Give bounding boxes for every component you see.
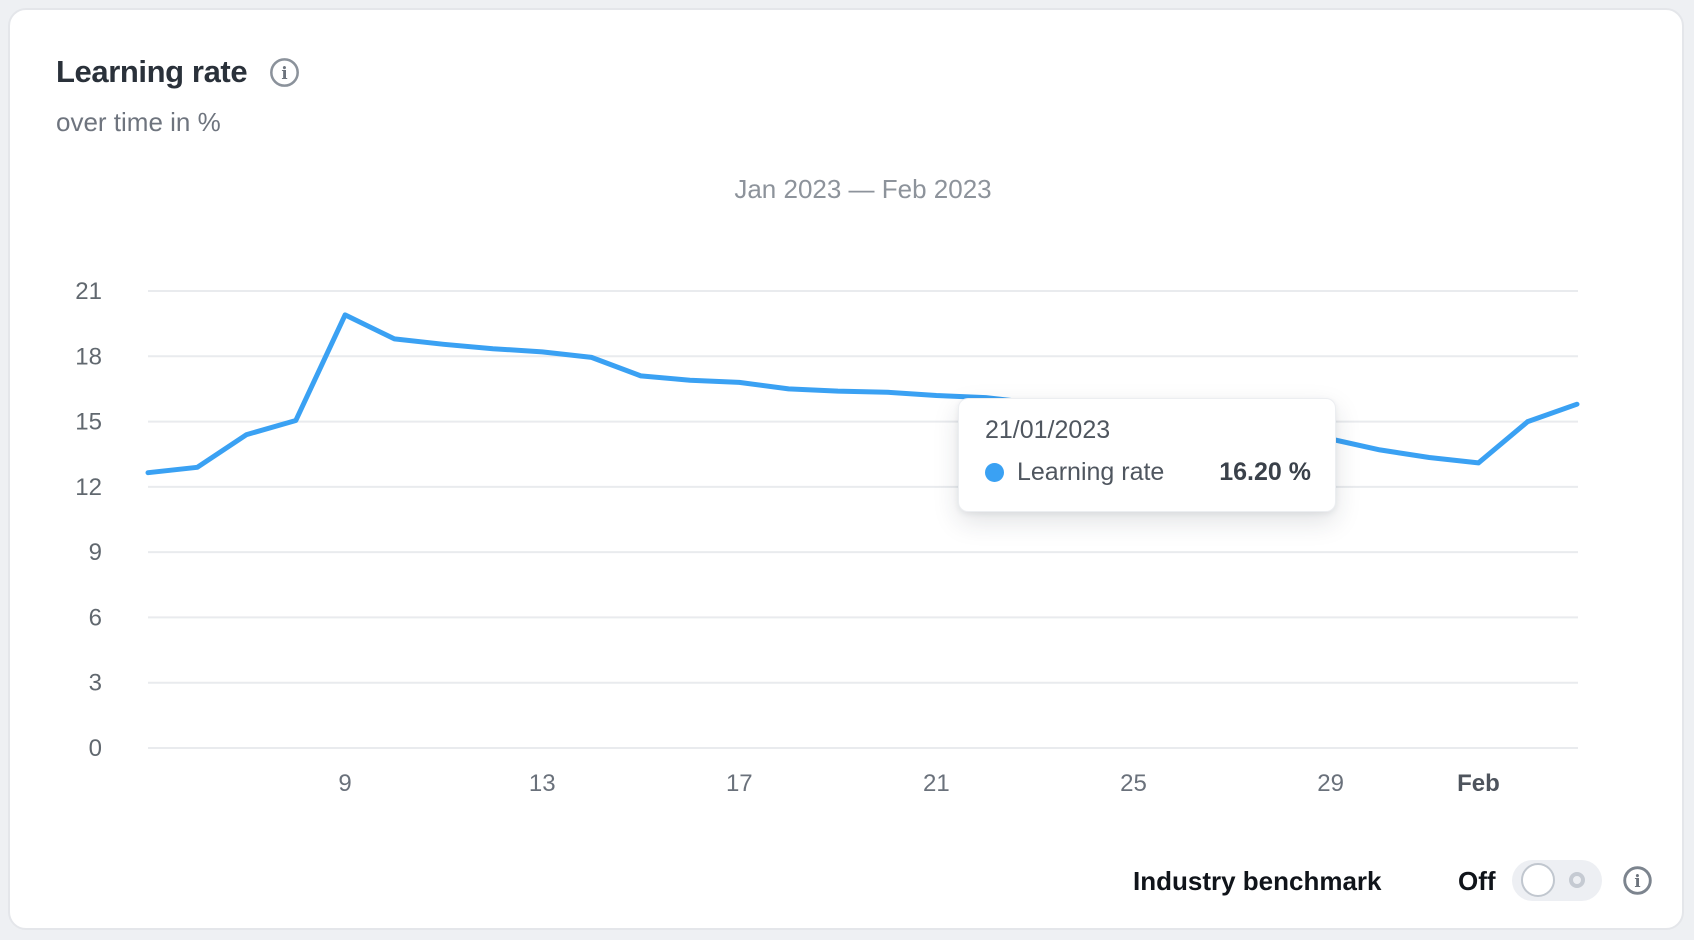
learning-rate-line-chart[interactable]: 0 3 6 9 12 15 18 21 9 13 17 21 25 29 Feb [10,10,1694,940]
card-header: Learning rate i [56,54,300,90]
tooltip-marker-dot [985,463,1004,482]
x-tick-label: 29 [1317,770,1344,797]
benchmark-label: Industry benchmark [1133,866,1382,896]
tooltip-series-label: Learning rate [1017,458,1165,486]
benchmark-state-label: Off [1458,866,1496,896]
y-tick-label: 9 [89,539,102,566]
x-tick-label: 21 [923,770,950,797]
x-tick-label: 13 [529,770,556,797]
tooltip-value: 16.20 % [1219,458,1311,486]
x-tick-label: Feb [1457,770,1500,797]
y-tick-label: 18 [75,343,102,370]
series-line [145,312,1580,476]
y-tick-label: 6 [89,604,102,631]
benchmark-info-icon[interactable]: i [1622,865,1653,896]
x-tick-label: 25 [1120,770,1147,797]
y-tick-label: 15 [75,409,102,436]
x-tick-label: 9 [338,770,351,797]
chart-card: Learning rate i over time in % Jan 2023 … [8,8,1684,930]
benchmark-toggle[interactable] [1512,860,1602,901]
y-tick-label: 0 [89,735,102,762]
chart-tooltip: 21/01/2023 Learning rate 16.20 % [958,398,1336,512]
title-info-icon[interactable]: i [269,57,300,88]
y-tick-label: 12 [75,474,102,501]
x-tick-label: 17 [726,770,753,797]
chart-subtitle: over time in % [56,107,221,137]
y-tick-label: 3 [89,670,102,697]
tooltip-date: 21/01/2023 [985,416,1111,444]
toggle-off-ring-icon [1569,872,1585,888]
info-glyph: i [1634,872,1640,891]
page-title: Learning rate [56,54,248,89]
toggle-knob[interactable] [1521,863,1555,897]
info-glyph: i [282,63,288,82]
chart-range-title: Jan 2023 — Feb 2023 [734,174,992,204]
y-tick-label: 21 [75,278,102,305]
tooltip-row: Learning rate 16.20 % [985,458,1311,487]
